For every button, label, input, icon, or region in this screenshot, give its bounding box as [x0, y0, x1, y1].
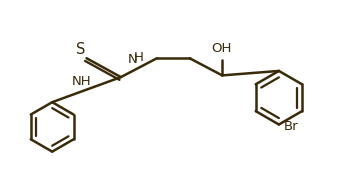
Text: N: N: [128, 53, 138, 66]
Text: OH: OH: [211, 42, 232, 55]
Text: Br: Br: [284, 120, 299, 133]
Text: H: H: [134, 50, 144, 64]
Text: S: S: [76, 41, 85, 56]
Text: NH: NH: [72, 75, 91, 88]
